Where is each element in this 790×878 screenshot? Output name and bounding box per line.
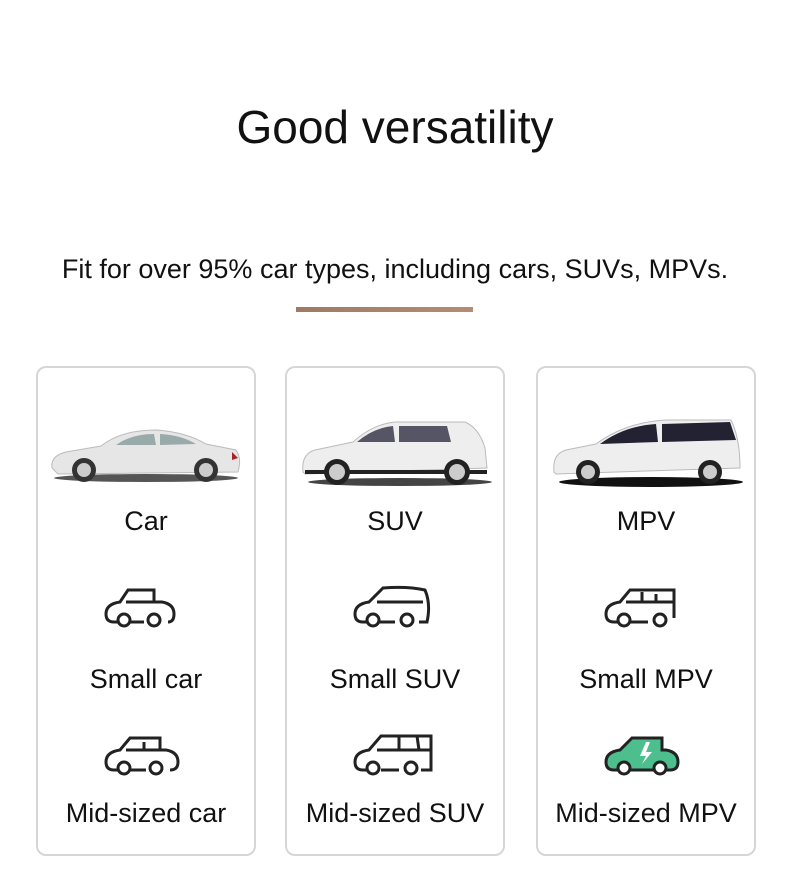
small-car-icon bbox=[104, 588, 176, 628]
mid-sized-car-icon bbox=[104, 736, 180, 776]
card-suv: SUV Small SUV Mid-sized SUV bbox=[285, 366, 505, 856]
size-label: Small car bbox=[89, 664, 203, 694]
size-label: Mid-sized MPV bbox=[555, 798, 737, 828]
subtitle: Fit for over 95% car types, including ca… bbox=[61, 254, 729, 284]
mid-sized-suv-icon bbox=[353, 734, 433, 776]
card-title: MPV bbox=[616, 506, 676, 536]
card-mpv: MPV Small MPV Mid-sized MPV bbox=[536, 366, 756, 856]
page-title: Good versatility bbox=[236, 101, 554, 153]
small-mpv-icon bbox=[604, 588, 676, 628]
accent-divider bbox=[296, 307, 473, 312]
card-car: Car Small car Mid-sized car bbox=[36, 366, 256, 856]
size-label: Small SUV bbox=[329, 664, 461, 694]
size-label: Small MPV bbox=[579, 664, 713, 694]
mpv-photo bbox=[553, 419, 743, 487]
sedan-photo bbox=[51, 429, 241, 482]
size-label: Mid-sized car bbox=[65, 798, 227, 828]
small-suv-icon bbox=[353, 585, 431, 628]
suv-photo bbox=[302, 421, 492, 486]
card-title: SUV bbox=[367, 506, 423, 536]
size-label: Mid-sized SUV bbox=[305, 798, 485, 828]
card-title: Car bbox=[124, 506, 168, 536]
electric-car-icon bbox=[604, 736, 680, 776]
